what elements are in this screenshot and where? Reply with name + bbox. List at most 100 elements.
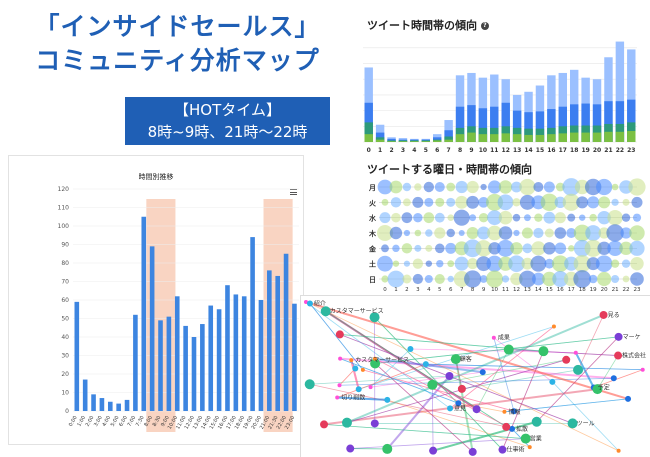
network-node[interactable] — [502, 422, 511, 431]
weekday-bubble[interactable] — [423, 212, 435, 224]
weekday-bubble[interactable] — [588, 274, 598, 284]
weekday-bubble[interactable] — [387, 270, 405, 288]
weekday-bubble[interactable] — [434, 274, 445, 284]
hourly-bar[interactable] — [225, 285, 230, 411]
weekday-bubble[interactable] — [402, 274, 412, 284]
weekday-bubble[interactable] — [498, 210, 513, 225]
weekday-bubble[interactable] — [497, 239, 515, 257]
network-node[interactable] — [502, 409, 507, 414]
network-node[interactable] — [346, 444, 355, 453]
weekday-bubble[interactable] — [434, 227, 446, 239]
hour-bar-outer[interactable] — [627, 49, 636, 142]
weekday-bubble[interactable] — [445, 242, 457, 254]
network-node[interactable] — [498, 445, 507, 454]
network-node[interactable] — [370, 419, 379, 428]
weekday-bubble[interactable] — [610, 259, 620, 268]
weekday-bubble[interactable] — [512, 198, 521, 207]
network-node[interactable] — [382, 443, 393, 454]
weekday-bubble[interactable] — [562, 193, 580, 211]
weekday-bubble[interactable] — [501, 275, 510, 283]
weekday-bubble[interactable] — [543, 242, 556, 255]
hourly-bar[interactable] — [208, 305, 214, 411]
network-node[interactable] — [616, 448, 621, 453]
weekday-bubble[interactable] — [424, 275, 433, 283]
hourly-bar[interactable] — [174, 296, 180, 411]
hourly-bar[interactable] — [200, 324, 205, 411]
weekday-bubble[interactable] — [377, 225, 393, 241]
weekday-bubble[interactable] — [414, 183, 422, 191]
weekday-bubble[interactable] — [519, 270, 536, 288]
network-node[interactable] — [427, 379, 438, 390]
weekday-bubble[interactable] — [478, 212, 489, 223]
weekday-bubble[interactable] — [543, 181, 555, 193]
network-node[interactable] — [337, 383, 342, 388]
weekday-bubble[interactable] — [596, 178, 613, 196]
weekday-bubble[interactable] — [446, 228, 455, 238]
hourly-bar[interactable] — [267, 270, 272, 411]
network-node[interactable] — [457, 384, 466, 393]
weekday-bubble[interactable] — [413, 212, 423, 223]
weekday-bubble[interactable] — [497, 194, 514, 211]
weekday-bubble[interactable] — [389, 180, 403, 194]
weekday-bubble[interactable] — [412, 258, 424, 269]
weekday-bubble[interactable] — [611, 198, 619, 206]
weekday-bubble[interactable] — [403, 198, 411, 207]
weekday-bubble[interactable] — [621, 213, 631, 222]
weekday-bubble[interactable] — [597, 271, 612, 287]
weekday-bubble[interactable] — [512, 213, 521, 222]
weekday-bubble[interactable] — [414, 229, 422, 237]
weekday-bubble[interactable] — [511, 181, 522, 193]
weekday-bubble[interactable] — [522, 243, 533, 254]
weekday-bubble[interactable] — [555, 182, 565, 192]
weekday-bubble[interactable] — [510, 242, 523, 255]
weekday-bubble[interactable] — [381, 275, 389, 283]
hourly-bar[interactable] — [166, 316, 172, 411]
weekday-bubble[interactable] — [552, 255, 569, 272]
network-node[interactable] — [360, 367, 365, 372]
weekday-bubble[interactable] — [487, 225, 502, 241]
weekday-bubble[interactable] — [414, 244, 422, 252]
weekday-bubble[interactable] — [554, 242, 567, 255]
weekday-bubble[interactable] — [597, 241, 611, 256]
network-node[interactable] — [551, 324, 556, 329]
weekday-bubble[interactable] — [446, 197, 456, 207]
weekday-bubble[interactable] — [620, 227, 632, 239]
weekday-bubble[interactable] — [391, 212, 401, 223]
weekday-bubble[interactable] — [403, 229, 411, 237]
weekday-bubble[interactable] — [567, 213, 576, 222]
question-circle-icon[interactable]: ? — [480, 22, 489, 30]
weekday-bubble[interactable] — [508, 255, 525, 272]
network-node[interactable] — [304, 379, 315, 390]
hour-bar-outer[interactable] — [547, 75, 556, 142]
weekday-bubble[interactable] — [619, 241, 633, 256]
weekday-bubble[interactable] — [519, 194, 535, 210]
network-node[interactable] — [520, 433, 531, 444]
weekday-bubble[interactable] — [631, 196, 643, 208]
weekday-bubble[interactable] — [629, 225, 645, 241]
network-node[interactable] — [335, 330, 344, 339]
network-node[interactable] — [614, 351, 623, 360]
weekday-bubble[interactable] — [628, 178, 646, 196]
network-node[interactable] — [599, 310, 608, 319]
network-node[interactable] — [368, 385, 373, 390]
weekday-bubble[interactable] — [595, 255, 613, 272]
network-node[interactable] — [538, 346, 549, 357]
network-node[interactable] — [562, 355, 571, 364]
weekday-bubble[interactable] — [453, 209, 470, 226]
network-node[interactable] — [567, 418, 578, 429]
hamburger-menu-icon[interactable] — [290, 189, 297, 195]
weekday-bubble[interactable] — [542, 271, 557, 287]
weekday-bubble[interactable] — [606, 224, 624, 242]
weekday-bubble[interactable] — [521, 227, 533, 239]
network-node[interactable] — [549, 378, 556, 385]
weekday-bubble[interactable] — [554, 212, 566, 224]
weekday-bubble[interactable] — [573, 270, 592, 288]
weekday-bubble[interactable] — [586, 257, 600, 271]
weekday-bubble[interactable] — [389, 226, 403, 240]
hour-bar-outer[interactable] — [604, 57, 613, 143]
weekday-bubble[interactable] — [486, 255, 503, 272]
network-node[interactable] — [338, 356, 343, 361]
network-node[interactable] — [341, 417, 352, 428]
weekday-bubble[interactable] — [611, 275, 620, 283]
weekday-bubble[interactable] — [480, 183, 487, 191]
